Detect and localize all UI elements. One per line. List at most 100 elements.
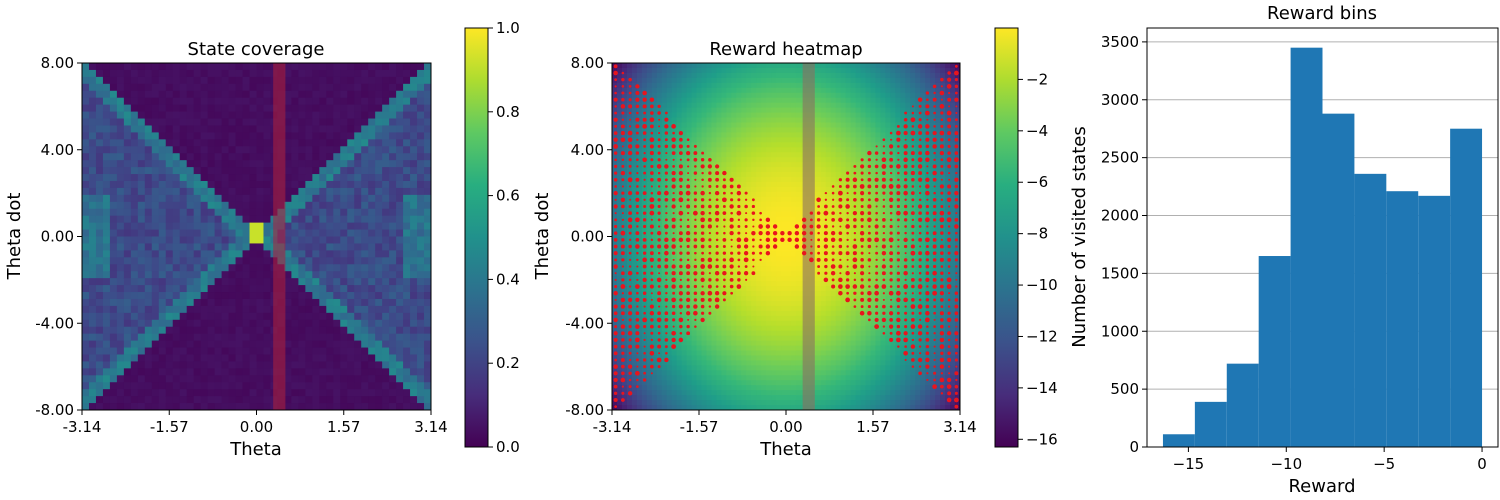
heatmap-cell xyxy=(681,261,688,267)
heatmap-cell xyxy=(256,63,265,71)
heatmap-cell xyxy=(249,285,258,293)
heatmap-cell xyxy=(711,92,717,99)
heatmap-cell xyxy=(249,396,258,404)
heatmap-cell xyxy=(221,187,230,196)
heatmap-cell xyxy=(326,69,334,78)
heatmap-cell xyxy=(291,160,299,168)
heatmap-cell xyxy=(256,187,265,196)
heatmap-cell xyxy=(771,400,777,406)
heatmap-cell xyxy=(756,216,762,223)
heatmap-cell xyxy=(82,76,90,85)
heatmap-cell xyxy=(347,118,355,127)
heatmap-cell xyxy=(242,319,251,328)
heatmap-cell xyxy=(214,347,223,356)
heatmap-cell xyxy=(410,201,418,210)
heatmap-cell xyxy=(396,264,404,272)
heatmap-cell xyxy=(375,125,383,133)
heatmap-cell xyxy=(214,90,223,99)
heatmap-cell xyxy=(179,194,188,203)
heatmap-cell xyxy=(389,97,397,106)
heatmap-cell xyxy=(721,102,727,109)
heatmap-cell xyxy=(368,264,376,272)
heatmap-cell xyxy=(88,396,97,404)
heatmap-cell xyxy=(326,396,334,404)
heatmap-cell xyxy=(382,104,390,113)
heatmap-cell xyxy=(319,333,327,342)
heatmap-cell xyxy=(340,257,348,265)
heatmap-cell xyxy=(347,104,355,113)
heatmap-cell xyxy=(696,310,702,317)
heatmap-cell xyxy=(221,125,230,133)
heatmap-cell xyxy=(686,77,693,84)
heatmap-cell xyxy=(291,187,299,196)
heatmap-cell xyxy=(766,291,772,297)
heatmap-cell xyxy=(716,405,722,410)
heatmap-cell xyxy=(701,132,707,138)
heatmap-cell xyxy=(666,330,673,337)
heatmap-cell xyxy=(417,229,425,238)
heatmap-cell xyxy=(158,194,167,203)
heatmap-cell xyxy=(137,236,146,245)
heatmap-cell xyxy=(636,127,643,133)
heatmap-cell xyxy=(741,310,747,317)
heatmap-cell xyxy=(646,375,653,381)
heatmap-cell xyxy=(641,241,648,247)
heatmap-cell xyxy=(731,281,737,287)
heatmap-cell xyxy=(706,206,712,213)
heatmap-cell xyxy=(354,312,362,321)
heatmap-cell xyxy=(616,315,623,322)
heatmap-cell xyxy=(88,278,97,286)
heatmap-cell xyxy=(186,187,195,196)
heatmap-cell xyxy=(284,222,292,231)
heatmap-cell xyxy=(354,132,362,140)
heatmap-cell xyxy=(731,181,737,188)
heatmap-cell xyxy=(612,345,618,352)
heatmap-cell xyxy=(631,67,638,74)
heatmap-cell xyxy=(661,177,668,183)
heatmap-cell xyxy=(109,271,118,279)
heatmap-cell xyxy=(130,382,139,390)
heatmap-cell xyxy=(651,127,658,133)
heatmap-cell xyxy=(172,146,181,154)
heatmap-cell xyxy=(731,137,737,143)
heatmap-cell xyxy=(756,157,762,163)
heatmap-cell xyxy=(621,400,628,406)
heatmap-cell xyxy=(621,375,628,381)
heatmap-cell xyxy=(228,90,237,99)
heatmap-cell xyxy=(312,333,320,342)
heatmap-cell xyxy=(396,76,404,85)
heatmap-cell xyxy=(756,405,762,410)
heatmap-cell xyxy=(389,63,397,71)
heatmap-cell xyxy=(361,146,369,154)
heatmap-cell xyxy=(636,226,643,233)
heatmap-cell xyxy=(616,167,623,173)
heatmap-cell xyxy=(151,132,160,140)
heatmap-cell xyxy=(102,180,111,189)
heatmap-cell xyxy=(751,87,757,94)
heatmap-cell xyxy=(746,241,752,247)
heatmap-cell xyxy=(671,385,678,391)
heatmap-cell xyxy=(746,281,752,287)
heatmap-cell xyxy=(666,72,673,79)
heatmap-cell xyxy=(130,292,139,300)
heatmap-cell xyxy=(172,271,181,279)
heatmap-cell xyxy=(636,196,643,203)
heatmap-cell xyxy=(621,350,628,356)
heatmap-cell xyxy=(123,97,132,106)
heatmap-cell xyxy=(781,181,787,188)
heatmap-cell xyxy=(771,335,777,342)
heatmap-cell xyxy=(382,340,390,349)
heatmap-cell xyxy=(319,201,327,210)
heatmap-cell xyxy=(207,243,216,251)
heatmap-cell xyxy=(137,118,146,127)
heatmap-cell xyxy=(291,264,299,272)
heatmap-cell xyxy=(417,319,425,328)
heatmap-cell xyxy=(396,340,404,349)
heatmap-cell xyxy=(298,396,306,404)
heatmap-cell xyxy=(696,295,702,302)
heatmap-cell xyxy=(82,354,90,363)
heatmap-cell xyxy=(284,180,292,189)
heatmap-cell xyxy=(781,172,787,178)
heatmap-cell xyxy=(691,385,698,391)
heatmap-cell xyxy=(221,180,230,189)
